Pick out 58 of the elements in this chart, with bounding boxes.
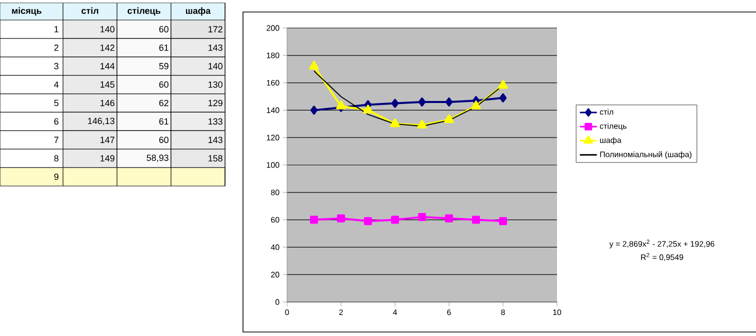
- point: [418, 97, 426, 106]
- point: [418, 213, 426, 222]
- point: [364, 217, 372, 226]
- point: [363, 104, 373, 114]
- y-tick-label: 4: [54, 81, 59, 88]
- point: [391, 216, 400, 224]
- data-label: 61: [159, 44, 168, 51]
- data-label: 62: [159, 100, 168, 106]
- y-tick-label: 8: [54, 155, 58, 162]
- y-tick-label: 3: [54, 62, 58, 70]
- point: [310, 216, 318, 224]
- x-tick-label: стіл: [82, 7, 98, 14]
- data-label: 60: [159, 136, 168, 144]
- point: [499, 217, 508, 226]
- data-label: 60: [159, 26, 168, 32]
- data-label: 142: [100, 44, 114, 51]
- point: [498, 80, 508, 89]
- point: [471, 100, 481, 110]
- point: [391, 98, 399, 108]
- data-label: 149: [100, 155, 114, 162]
- data-label: 61: [159, 118, 168, 125]
- data-label: 59: [159, 62, 168, 70]
- y-tick-label: 9: [54, 174, 58, 180]
- data-label: 143: [208, 44, 222, 51]
- data-label: 144: [100, 63, 115, 70]
- y-tick-label: 1: [54, 26, 58, 32]
- point: [310, 106, 318, 115]
- data-label: 145: [100, 81, 114, 88]
- data-label: 133: [208, 118, 222, 125]
- data-label: 172: [208, 26, 222, 32]
- point: [336, 100, 346, 110]
- x-tick-label: стілець: [128, 7, 160, 16]
- point: [337, 214, 346, 222]
- y-tick-label: 7: [54, 136, 58, 143]
- data-label: 60: [159, 81, 168, 88]
- data-label: 158: [208, 155, 222, 162]
- data-label: 130: [208, 81, 222, 88]
- point: [445, 214, 454, 222]
- point: [309, 60, 319, 70]
- data-label: 140: [208, 62, 222, 70]
- data-label: 58,93: [146, 154, 168, 162]
- y-tick-label: 6: [54, 118, 58, 125]
- x-tick-label: шафа: [186, 7, 211, 16]
- y-tick-label: 2: [54, 44, 58, 51]
- point: [444, 114, 454, 124]
- point: [445, 97, 453, 106]
- point: [417, 120, 427, 129]
- y-tick-label: 5: [54, 100, 58, 106]
- point: [499, 93, 507, 102]
- data-label: 143: [208, 136, 222, 144]
- point: [472, 216, 480, 224]
- data-label: 146,13: [88, 118, 114, 126]
- data-label: 146: [100, 100, 114, 106]
- point: [390, 118, 400, 128]
- data-label: 147: [100, 136, 114, 143]
- y-axis-title: місяць: [12, 7, 42, 16]
- data-label: 129: [208, 100, 222, 106]
- data-label: 140: [100, 26, 114, 32]
